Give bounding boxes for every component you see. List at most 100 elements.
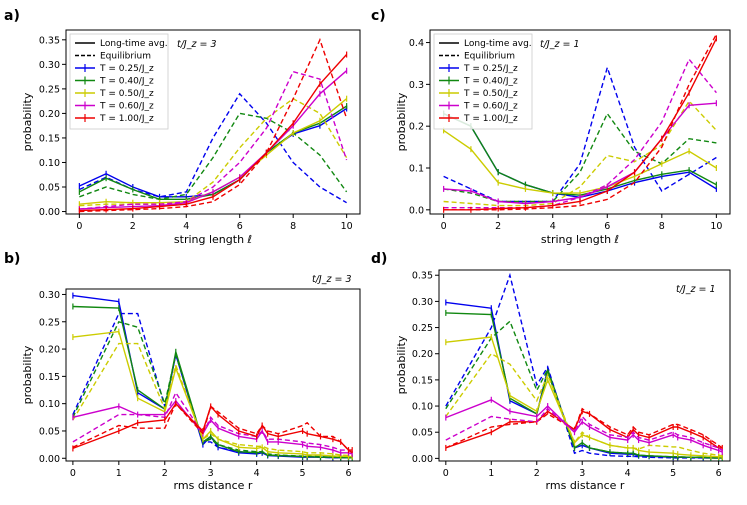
y-tick-label: 0.20 [412, 349, 433, 360]
plot-area [78, 37, 348, 214]
x-tick-label: 0 [443, 468, 449, 479]
panel-label: c) [371, 8, 386, 24]
legend-label: T = 0.40/J_z [99, 77, 154, 87]
legend-label: Equilibrium [464, 52, 515, 62]
annotation: t/J_z = 1 [540, 39, 580, 50]
legend-label: T = 1.00/J_z [99, 114, 154, 124]
x-tick-label: 5 [670, 468, 676, 479]
y-tick-label: 0.25 [39, 84, 60, 95]
y-tick-label: 0.1 [409, 164, 424, 175]
legend-label: T = 1.00/J_z [463, 114, 518, 124]
x-tick-label: 4 [550, 221, 556, 232]
x-tick-label: 6 [604, 221, 610, 232]
y-tick-label: 0.15 [39, 372, 60, 383]
y-tick-label: 0.20 [39, 109, 60, 120]
x-tick-label: 8 [659, 221, 665, 232]
y-tick-label: 0.0 [409, 205, 424, 216]
x-tick-label: 1 [116, 468, 122, 479]
y-axis-label: probability [395, 92, 408, 151]
series-equilibrium-line [445, 272, 723, 459]
panel-a: a) t/J_z = 3 Long-time avg. Equilibrium T … [4, 8, 361, 246]
series-longtime-line [445, 336, 723, 458]
series-equilibrium-line [79, 112, 348, 201]
y-axis-label: probability [21, 345, 34, 404]
legend-box [69, 33, 169, 130]
series-longtime-line [445, 410, 723, 449]
series-equilibrium-line [79, 37, 348, 213]
x-axis-label: string length ℓ [174, 233, 252, 246]
series-equilibrium-line [445, 352, 723, 457]
x-tick-label: 6 [237, 221, 243, 232]
x-tick-label: 8 [290, 221, 296, 232]
annotation: t/J_z = 3 [177, 39, 217, 50]
x-tick-label: 0 [76, 221, 82, 232]
y-tick-label: 0.15 [39, 133, 60, 144]
y-tick-label: 0.05 [412, 428, 433, 439]
x-tick-label: 4 [254, 468, 260, 479]
x-tick-label: 2 [162, 468, 168, 479]
series-equilibrium-line [445, 407, 723, 452]
panel-label: d) [371, 251, 387, 267]
y-tick-label: 0.00 [39, 207, 60, 218]
series-longtime-line [72, 399, 353, 455]
x-tick-label: 2 [534, 468, 540, 479]
series-longtime-line [445, 301, 723, 459]
y-tick-label: 0.30 [412, 297, 433, 308]
x-tick-label: 3 [208, 468, 214, 479]
x-tick-label: 10 [710, 221, 722, 232]
plot-area [72, 292, 353, 461]
series-longtime-line [72, 330, 353, 458]
x-tick-label: 0 [70, 468, 76, 479]
series-longtime-line [72, 402, 353, 451]
annotation: t/J_z = 3 [312, 274, 352, 285]
legend-label: T = 0.50/J_z [463, 89, 518, 99]
y-tick-label: 0.05 [39, 183, 60, 194]
x-tick-label: 2 [495, 221, 501, 232]
legend-label: T = 0.25/J_z [99, 64, 154, 74]
y-tick-label: 0.00 [39, 454, 60, 465]
legend-label: T = 0.25/J_z [463, 64, 518, 74]
y-tick-label: 0.00 [412, 454, 433, 465]
y-tick-label: 0.10 [39, 399, 60, 410]
series-equilibrium-line [72, 312, 353, 459]
legend-label: T = 0.60/J_z [463, 102, 518, 112]
x-axis-label: rms distance r [546, 479, 625, 492]
y-tick-label: 0.05 [39, 426, 60, 437]
series-equilibrium-line [79, 97, 348, 207]
y-axis-label: probability [395, 335, 408, 394]
y-tick-label: 0.2 [409, 122, 424, 133]
y-tick-label: 0.30 [39, 290, 60, 301]
x-tick-label: 10 [341, 221, 353, 232]
x-tick-label: 0 [441, 221, 447, 232]
y-tick-label: 0.25 [412, 323, 433, 334]
series-longtime-line [445, 399, 723, 453]
plot-frame [65, 288, 361, 462]
series-equilibrium-line [443, 112, 717, 203]
legend: Long-time avg. Equilibrium T = 0.25/J_z T =… [433, 33, 533, 130]
y-tick-label: 0.15 [412, 375, 433, 386]
y-tick-label: 0.25 [39, 317, 60, 328]
y-tick-label: 0.35 [412, 271, 433, 282]
legend-label: T = 0.50/J_z [99, 89, 154, 99]
legend-label: T = 0.60/J_z [99, 102, 154, 112]
series-equilibrium-line [443, 33, 718, 211]
y-tick-label: 0.30 [39, 60, 60, 71]
plot-frame [429, 29, 731, 215]
x-tick-label: 1 [488, 468, 494, 479]
y-axis-label: probability [21, 92, 34, 151]
y-tick-label: 0.10 [39, 158, 60, 169]
annotation: t/J_z = 1 [676, 284, 716, 295]
x-tick-label: 2 [130, 221, 136, 232]
legend-label: Long-time avg. [464, 39, 532, 49]
series-equilibrium-line [79, 70, 348, 210]
x-axis-label: string length ℓ [541, 233, 619, 246]
series-equilibrium-line [443, 99, 717, 207]
panel-c: c) t/J_z = 1 Long-time avg. Equilibrium T … [371, 8, 731, 246]
legend-label: Equilibrium [100, 52, 151, 62]
x-tick-label: 4 [625, 468, 631, 479]
panel-b: b) t/J_z = 3 rms distance r probability … [4, 251, 361, 492]
plot-frame [438, 269, 731, 462]
panel-label: b) [4, 251, 20, 267]
y-tick-label: 0.3 [409, 80, 424, 91]
